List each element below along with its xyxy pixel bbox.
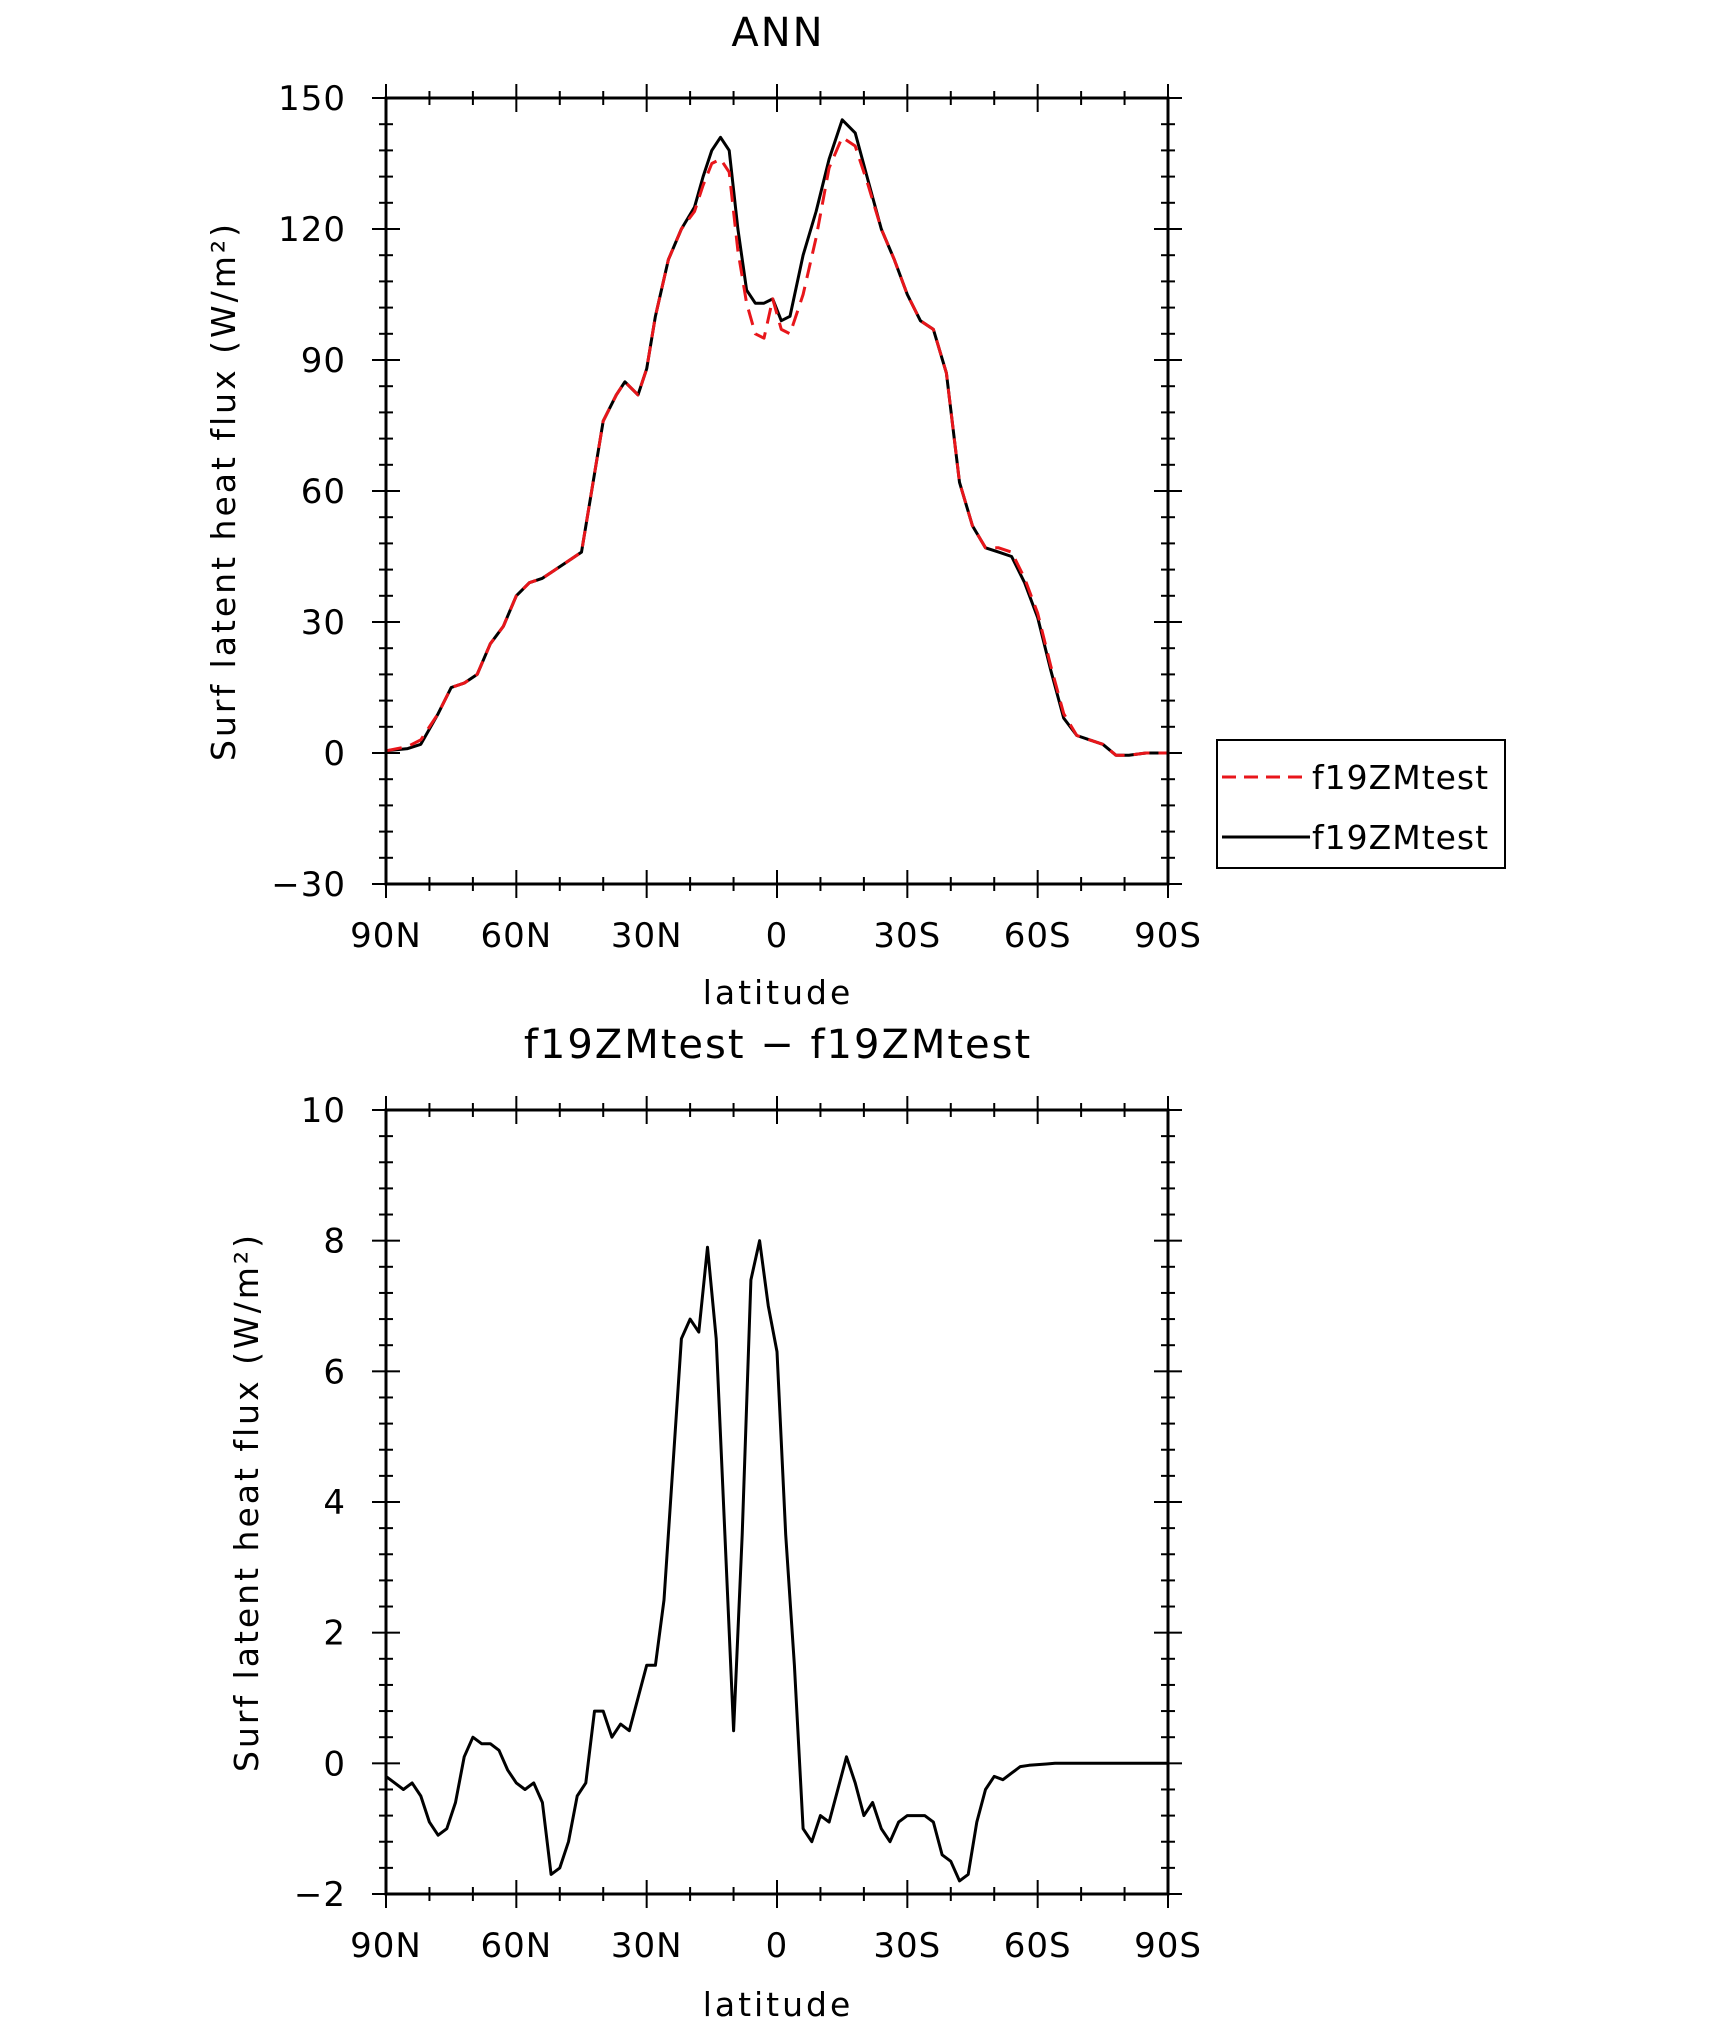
y-tick-label: 2 [323,1614,346,1654]
y-tick-label: 6 [323,1352,346,1392]
y-tick-label: −30 [271,865,346,905]
legend-label-series-2: f19ZMtest [1312,818,1489,857]
x-tick-label: 30S [873,1926,941,1966]
legend: f19ZMtest f19ZMtest [1216,739,1506,869]
top-panel: ANN 90N 60N 30N 0 30S 60S 90S−300306090120150 … [204,10,1506,1012]
top-panel-y-axis-label: Surf latent heat flux (W/m²) [204,221,243,761]
y-tick-label: 8 [323,1222,346,1262]
y-tick-label: 60 [301,472,346,512]
bottom-panel-y-axis-label: Surf latent heat flux (W/m²) [227,1232,266,1772]
y-tick-label: 120 [278,210,346,250]
x-tick-label: 90S [1134,916,1202,956]
series-line-dashed [385,135,1168,757]
x-tick-label: 0 [766,916,789,956]
legend-label-series-1: f19ZMtest [1312,758,1489,797]
top-panel-ticks: 90N 60N 30N 0 30S 60S 90S −30 0 30 60 90 120 150 [271,79,1202,956]
x-tick-label: 30S [873,916,941,956]
x-tick-label: 30N [611,1926,683,1966]
bottom-panel-x-axis-label: latitude [703,1985,854,2021]
y-tick-label: 30 [301,603,346,643]
top-panel-frame [384,96,1170,886]
x-tick-label: 90N [350,916,422,956]
bottom-panel-title: f19ZMtest − f19ZMtest [524,1022,1032,1068]
top-panel-title: ANN [731,10,824,56]
y-tick-label: 0 [323,734,346,774]
x-tick-label: 0 [766,1926,789,1966]
x-tick-label: 60S [1004,1926,1072,1966]
x-tick-label: 30N [611,916,683,956]
bottom-panel-ticks: 90N 60N 30N 0 30S 60S 90S −2 0 2 4 6 8 10 [294,1091,1202,1966]
x-tick-label: 60S [1004,916,1072,956]
bottom-panel-lines [385,1239,1168,1883]
x-tick-label: 90N [350,1926,422,1966]
top-panel-x-axis-label: latitude [703,973,854,1012]
x-tick-label: 60N [480,1926,552,1966]
y-tick-label: 150 [278,79,346,119]
bottom-panel: f19ZMtest − f19ZMtest 90N 60N 30N 0 30S 60S 90… [227,1022,1202,2021]
top-panel-lines [385,118,1168,757]
y-tick-label: 90 [301,341,346,381]
series-line-solid [385,1239,1168,1883]
legend-box [1216,739,1506,869]
x-tick-label: 90S [1134,1926,1202,1966]
y-tick-label: −2 [294,1875,346,1915]
y-tick-label: 0 [323,1744,346,1784]
y-tick-label: 10 [301,1091,346,1131]
y-tick-label: 4 [323,1483,346,1523]
bottom-panel-frame [384,1108,1170,1896]
x-tick-label: 60N [480,916,552,956]
